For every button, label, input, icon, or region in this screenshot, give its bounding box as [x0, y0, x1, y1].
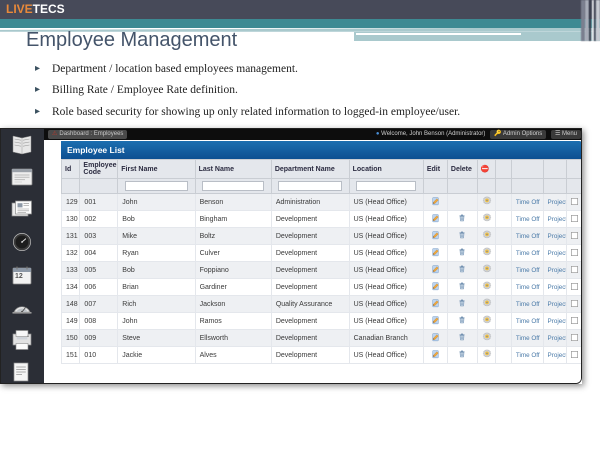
- svg-text:12: 12: [15, 273, 23, 280]
